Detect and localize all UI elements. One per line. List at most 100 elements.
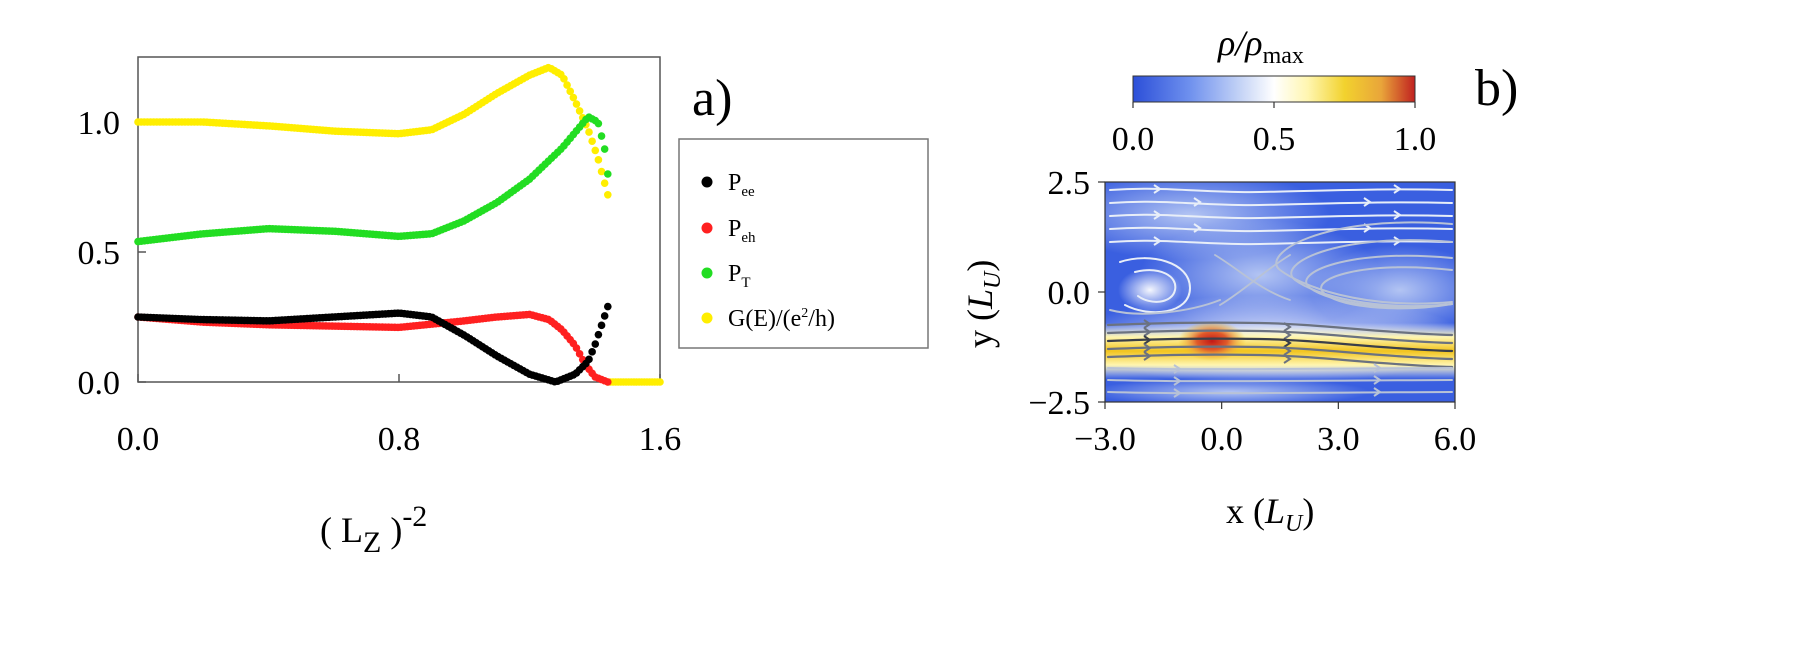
heatmap xyxy=(1105,182,1455,402)
panel-a-label: a) xyxy=(692,70,732,127)
point-pee xyxy=(591,340,600,348)
y-tick-label-a: 1.0 xyxy=(78,105,121,142)
streamline-arrow xyxy=(1153,210,1162,220)
streamline-arrow xyxy=(1373,375,1382,385)
point-peh xyxy=(572,344,581,352)
streamline xyxy=(1219,254,1291,306)
legend-label-pt: PT xyxy=(728,261,751,291)
x-tick-label-a: 1.6 xyxy=(639,421,682,458)
panel-b-label: b) xyxy=(1475,60,1518,117)
point-g-e-e2-h- xyxy=(604,191,612,199)
legend-marker-peh xyxy=(701,222,713,234)
streamlines xyxy=(1106,184,1454,398)
x-tick-label-b: 3.0 xyxy=(1317,421,1360,458)
streamline-arrow xyxy=(1173,388,1182,398)
legend-label-pee: Pee xyxy=(728,170,755,200)
legend-marker-pt xyxy=(701,267,713,279)
legend-item-ge: G(E)/(e2/h) xyxy=(701,306,835,332)
panel-a-ticks: 0.0 0.8 1.6 0.0 0.5 1.0 xyxy=(78,105,682,458)
y-axis-label-b: y (LU) xyxy=(960,260,1006,348)
streamline xyxy=(1106,337,1454,353)
streamline-arrow xyxy=(1143,327,1152,337)
point-g-e-e2-h- xyxy=(597,167,606,176)
point-pee xyxy=(585,355,593,364)
colorbar-title: ρ/ρmax xyxy=(1217,23,1304,69)
y-tick-label-b: 2.5 xyxy=(1048,165,1091,202)
point-g-e-e2-h- xyxy=(575,107,584,115)
point-g-e-e2-h- xyxy=(560,75,568,83)
colorbar-ticks: 0.0 0.5 1.0 xyxy=(1112,102,1437,158)
streamline-arrow xyxy=(1283,346,1292,356)
point-g-e-e2-h- xyxy=(585,128,593,136)
legend-item-pee: Pee xyxy=(701,170,755,200)
colorbar xyxy=(1132,75,1416,103)
point-g-e-e2-h- xyxy=(572,100,581,108)
point-g-e-e2-h- xyxy=(566,87,575,96)
heatmap-lower-pale xyxy=(1105,378,1370,402)
streamline xyxy=(1214,254,1291,301)
streamline-arrow xyxy=(1153,236,1162,246)
series-g-e-e2-h- xyxy=(134,63,664,386)
streamline-arrow xyxy=(1283,322,1292,332)
x-tick-label-b: 6.0 xyxy=(1434,421,1477,458)
point-g-e-e2-h- xyxy=(591,146,600,155)
point-pee xyxy=(604,302,612,311)
streamline-arrow xyxy=(1143,351,1152,361)
y-tick-label-a: 0.0 xyxy=(78,365,121,402)
streamline xyxy=(1275,221,1453,305)
streamline xyxy=(1109,200,1453,207)
streamline-arrow xyxy=(1143,319,1152,329)
streamline xyxy=(1320,266,1453,310)
legend: Pee Peh PT G(E)/(e2/h) xyxy=(678,138,929,349)
point-pt xyxy=(597,132,606,140)
panel-a-points xyxy=(134,63,664,386)
streamline xyxy=(1109,226,1453,233)
legend-item-peh: Peh xyxy=(701,216,756,246)
streamline xyxy=(1109,299,1221,315)
point-pee xyxy=(594,330,603,339)
x-tick-label-a: 0.8 xyxy=(378,421,421,458)
point-g-e-e2-h- xyxy=(563,81,571,89)
streamline-arrow xyxy=(1143,343,1152,353)
point-pee xyxy=(597,321,606,330)
streamline-arrow xyxy=(1173,364,1182,374)
streamline xyxy=(1107,367,1453,371)
legend-item-pt: PT xyxy=(701,261,751,291)
streamline xyxy=(1106,353,1454,369)
series-pt xyxy=(134,113,612,246)
streamline xyxy=(1106,345,1454,361)
panel-b: ρ/ρmax 0.0 0.5 1.0 b) −3.0 0.0 3.0 6.02.50.0−… xyxy=(960,23,1518,537)
streamline-arrow xyxy=(1283,338,1292,348)
point-peh xyxy=(604,378,612,386)
series-pee xyxy=(134,302,612,386)
legend-label-peh: Peh xyxy=(728,216,756,246)
streamline xyxy=(1119,257,1192,314)
point-g-e-e2-h- xyxy=(588,137,596,146)
streamline xyxy=(1107,379,1453,383)
point-g-e-e2-h- xyxy=(569,93,578,102)
streamline-arrow xyxy=(1363,197,1372,207)
streamline-arrow xyxy=(1283,354,1292,364)
point-pt xyxy=(604,170,612,178)
streamline-arrow xyxy=(1373,387,1382,397)
legend-box xyxy=(678,138,929,349)
point-pt xyxy=(600,145,609,153)
y-tick-label-b: −2.5 xyxy=(1028,385,1090,422)
streamline-arrow xyxy=(1283,330,1292,340)
x-tick-label-b: −3.0 xyxy=(1074,421,1136,458)
panel-a: 0.0 0.8 1.6 0.0 0.5 1.0 a) ( LZ )-2 Pee Peh P… xyxy=(78,56,929,559)
legend-marker-pee xyxy=(701,176,713,188)
streamline-arrow xyxy=(1143,335,1152,345)
streamline-arrow xyxy=(1393,210,1402,220)
panel-b-ticks: −3.0 0.0 3.0 6.0 2.5 0.0 −2.5 xyxy=(1028,165,1476,458)
legend-label-ge: G(E)/(e2/h) xyxy=(728,306,835,332)
streamline-arrow xyxy=(1393,184,1402,194)
colorbar-tick-label: 0.0 xyxy=(1112,121,1155,158)
streamline xyxy=(1106,321,1454,337)
point-g-e-e2-h- xyxy=(600,179,609,187)
colorbar-tick-label: 1.0 xyxy=(1394,121,1437,158)
colorbar-tick-label: 0.5 xyxy=(1253,121,1296,158)
plot-area-a xyxy=(137,56,661,383)
point-peh xyxy=(575,350,584,358)
